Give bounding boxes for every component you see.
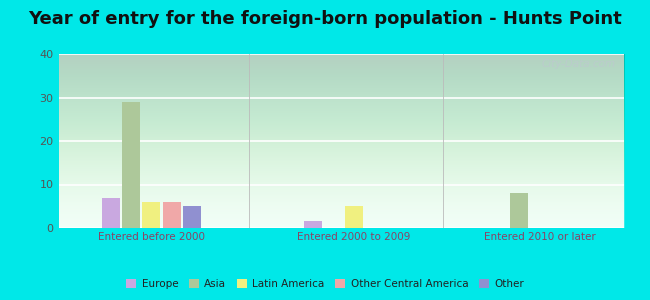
Bar xyxy=(304,221,322,228)
Text: Year of entry for the foreign-born population - Hunts Point: Year of entry for the foreign-born popul… xyxy=(28,11,622,28)
Bar xyxy=(510,193,528,228)
Bar xyxy=(183,206,201,228)
Bar xyxy=(142,202,161,228)
Bar xyxy=(162,202,181,228)
Bar xyxy=(102,198,120,228)
Bar xyxy=(122,102,140,228)
Legend: Europe, Asia, Latin America, Other Central America, Other: Europe, Asia, Latin America, Other Centr… xyxy=(122,275,528,293)
Bar xyxy=(345,206,363,228)
Text: City-Data.com: City-Data.com xyxy=(541,59,616,69)
